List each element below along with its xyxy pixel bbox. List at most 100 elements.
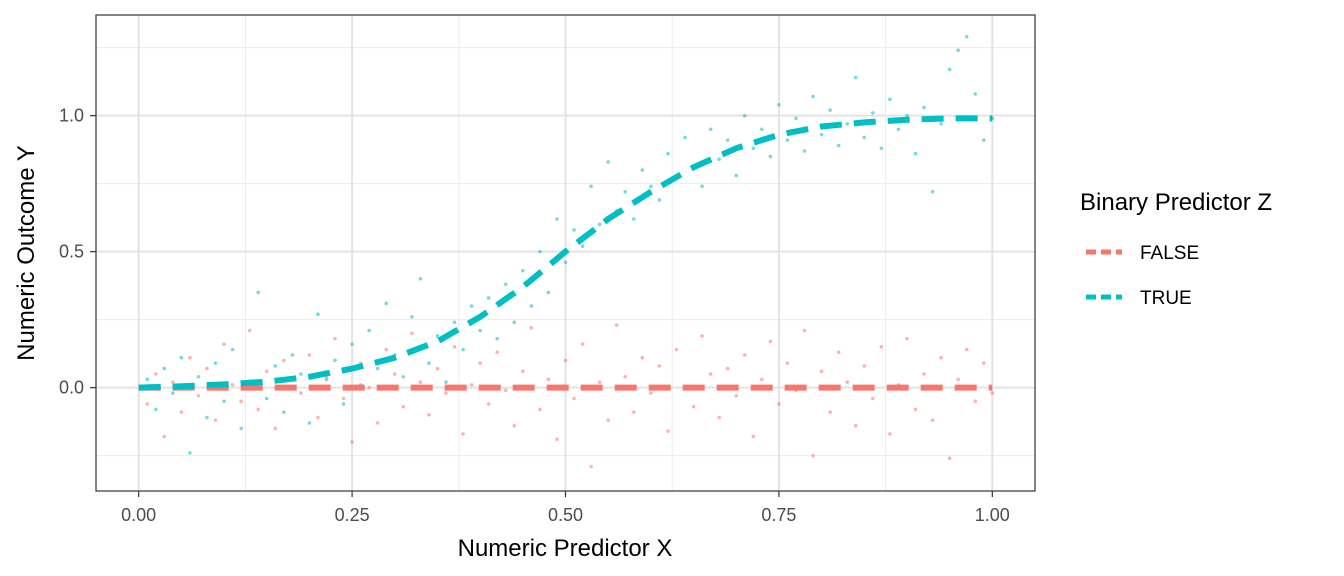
data-point-true (384, 301, 389, 306)
data-point-false (273, 426, 278, 431)
data-point-true (256, 290, 260, 295)
data-point-false (717, 415, 721, 420)
legend-label-false: FALSE (1140, 243, 1199, 264)
data-point-true (981, 138, 986, 142)
data-point-true (486, 296, 491, 300)
data-point-false (410, 331, 414, 336)
data-point-true (657, 198, 662, 202)
data-point-true (623, 190, 628, 194)
data-point-true (401, 374, 406, 379)
data-point-false (538, 407, 542, 412)
data-point-true (324, 377, 329, 382)
data-point-false (495, 350, 500, 355)
trend-line-true (138, 115, 993, 391)
legend-label-true: TRUE (1140, 288, 1192, 309)
data-point-false (666, 429, 670, 433)
data-point-false (179, 410, 184, 414)
data-point-true (162, 366, 167, 371)
data-point-false (333, 336, 337, 341)
data-point-true (213, 361, 218, 365)
data-point-false (614, 323, 619, 327)
data-point-false (529, 326, 534, 330)
data-point-false (990, 391, 995, 395)
data-point-false (981, 361, 986, 365)
axes: 0.00 0.25 0.50 0.75 1.00 0.0 0.5 1.0 (59, 106, 1010, 525)
data-point-false (751, 434, 756, 439)
data-point-true (785, 138, 790, 142)
data-point-true (879, 146, 884, 151)
data-point-true (853, 75, 858, 80)
data-point-true (666, 151, 670, 156)
data-point-true (563, 260, 568, 265)
data-point-true (555, 217, 559, 221)
data-point-true (435, 334, 440, 338)
data-point-false (649, 391, 653, 395)
data-point-false (811, 453, 815, 458)
data-point-false (469, 383, 474, 387)
data-point-false (888, 432, 892, 436)
legend-title: Binary Predictor Z (1080, 189, 1272, 216)
data-point-true (708, 127, 713, 132)
data-point-false (546, 377, 551, 382)
x-tick-label: 0.75 (761, 505, 796, 525)
data-point-true (631, 217, 636, 221)
data-point-true (538, 249, 542, 254)
data-point-false (913, 407, 918, 412)
data-point-true (836, 143, 841, 148)
data-point-false (145, 402, 150, 406)
data-point-false (973, 399, 978, 404)
data-point-false (299, 391, 303, 395)
y-tick-label: 0.0 (59, 378, 84, 398)
data-point-false (700, 334, 704, 338)
data-point-true (845, 122, 849, 126)
data-point-true (469, 304, 474, 308)
data-point-false (171, 380, 175, 385)
data-point-true (196, 374, 201, 379)
legend: Binary Predictor Z FALSE TRUE (1080, 189, 1272, 309)
data-point-false (572, 396, 576, 401)
data-point-true (862, 135, 867, 140)
data-point-true (375, 366, 380, 371)
data-point-false (461, 432, 465, 436)
data-point-false (734, 394, 739, 398)
data-point-true (418, 277, 423, 281)
data-point-true (939, 122, 943, 126)
y-tick-label: 0.5 (59, 242, 84, 262)
data-point-true (896, 127, 901, 132)
data-point-false (563, 358, 568, 363)
data-point-false (367, 385, 371, 390)
data-point-true (751, 146, 756, 151)
data-point-true (956, 48, 960, 53)
data-point-true (444, 380, 448, 385)
data-point-true (503, 282, 508, 287)
data-point-false (188, 355, 192, 360)
data-point-false (205, 366, 209, 371)
data-point-false (247, 328, 252, 333)
data-point-false (264, 369, 269, 374)
data-point-false (350, 440, 354, 444)
data-point-false (742, 353, 747, 357)
data-point-false (555, 437, 559, 442)
data-point-true (290, 353, 295, 357)
data-point-false (708, 372, 713, 376)
data-point-false (768, 339, 773, 344)
data-point-true (529, 304, 534, 308)
data-point-false (427, 413, 431, 417)
x-axis-title: Numeric Predictor X (458, 535, 673, 562)
data-point-false (691, 404, 696, 409)
data-point-false (606, 418, 610, 423)
data-point-true (794, 116, 798, 121)
data-point-true (179, 355, 184, 360)
data-point-true (742, 113, 747, 118)
data-point-false (230, 383, 235, 387)
data-point-true (973, 92, 978, 96)
data-point-true (913, 151, 918, 156)
y-axis-title: Numeric Outcome Y (13, 145, 40, 361)
data-point-false (905, 336, 909, 341)
data-point-true (597, 222, 602, 227)
data-point-false (674, 347, 679, 352)
data-point-false (725, 366, 730, 371)
data-point-true (222, 399, 226, 404)
data-point-false (375, 421, 380, 425)
